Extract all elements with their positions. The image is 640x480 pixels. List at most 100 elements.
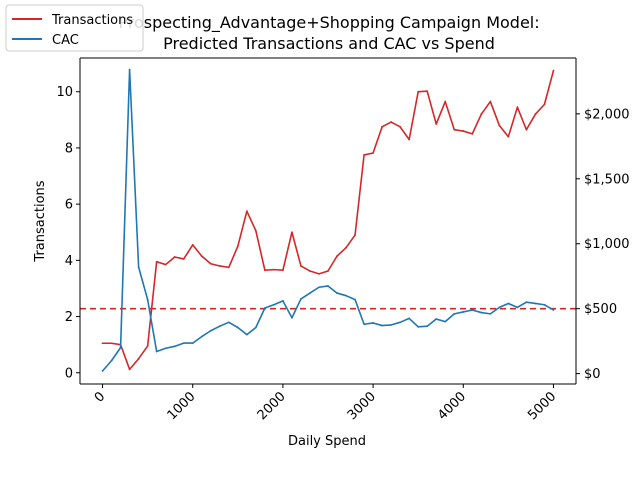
data-point-transactions — [128, 368, 131, 371]
data-point-transactions — [462, 130, 465, 132]
data-point-transactions — [191, 243, 194, 246]
data-point-cac — [534, 302, 537, 305]
data-point-transactions — [525, 128, 528, 131]
data-point-cac — [182, 342, 185, 344]
data-point-transactions — [372, 152, 374, 154]
data-point-cac — [363, 323, 365, 326]
y2-tick-label: $0 — [584, 367, 601, 382]
data-point-transactions — [300, 265, 302, 267]
data-point-cac — [191, 342, 194, 344]
data-point-cac — [164, 347, 167, 350]
data-point-cac — [209, 329, 212, 332]
data-point-transactions — [453, 128, 456, 131]
data-point-transactions — [155, 260, 158, 263]
data-point-transactions — [137, 357, 140, 360]
data-point-cac — [543, 303, 546, 306]
data-point-transactions — [291, 231, 293, 234]
data-point-cac — [372, 322, 374, 324]
data-point-transactions — [408, 138, 411, 141]
x-axis-label: Daily Spend — [288, 434, 366, 449]
data-point-transactions — [471, 132, 474, 135]
data-point-transactions — [480, 113, 483, 116]
data-point-cac — [272, 303, 275, 306]
legend-label-cac: CAC — [52, 33, 79, 48]
data-point-transactions — [444, 100, 447, 103]
data-point-cac — [318, 286, 320, 289]
data-point-cac — [399, 321, 402, 324]
data-point-transactions — [390, 121, 393, 123]
data-point-cac — [128, 68, 131, 71]
data-point-cac — [498, 306, 501, 309]
data-point-cac — [110, 359, 113, 362]
data-point-transactions — [354, 234, 356, 236]
data-point-cac — [300, 298, 302, 300]
data-point-cac — [155, 350, 158, 353]
data-point-transactions — [236, 245, 239, 248]
legend-label-transactions: Transactions — [51, 13, 133, 28]
y2-tick-label: $1,500 — [584, 172, 630, 187]
data-point-cac — [480, 311, 483, 314]
data-point-cac — [435, 318, 438, 320]
data-point-cac — [146, 298, 149, 301]
data-point-transactions — [245, 210, 248, 213]
data-point-cac — [336, 292, 338, 294]
y2-tick-label: $1,000 — [584, 237, 630, 252]
data-point-cac — [516, 306, 519, 309]
y-axis-label: Transactions — [33, 180, 48, 262]
data-point-transactions — [164, 263, 167, 266]
data-point-transactions — [182, 258, 185, 260]
data-point-transactions — [254, 229, 257, 232]
data-point-cac — [426, 325, 429, 328]
data-point-transactions — [227, 266, 230, 269]
data-point-cac — [453, 312, 456, 315]
data-point-cac — [101, 370, 104, 372]
data-point-transactions — [263, 269, 266, 272]
data-point-cac — [327, 285, 329, 287]
data-point-transactions — [272, 268, 275, 271]
data-point-cac — [345, 294, 347, 297]
data-point-cac — [263, 307, 266, 309]
data-point-transactions — [200, 255, 203, 258]
data-point-cac — [236, 326, 239, 329]
y-tick-label: 10 — [56, 85, 73, 100]
y-tick-label: 4 — [65, 254, 73, 269]
data-point-cac — [489, 312, 492, 315]
data-point-transactions — [146, 345, 149, 347]
data-point-cac — [408, 317, 411, 320]
data-point-transactions — [399, 125, 402, 128]
data-point-cac — [227, 321, 230, 324]
chart-title-line-2: Predicted Transactions and CAC vs Spend — [163, 34, 495, 53]
data-point-cac — [525, 301, 528, 304]
data-point-cac — [507, 302, 510, 305]
data-point-cac — [462, 311, 465, 313]
data-point-transactions — [507, 135, 510, 138]
data-point-transactions — [173, 256, 176, 258]
data-point-cac — [354, 298, 356, 301]
data-point-transactions — [363, 154, 365, 156]
data-point-transactions — [327, 270, 329, 272]
data-point-cac — [381, 324, 384, 327]
data-point-transactions — [552, 69, 555, 72]
data-point-cac — [254, 326, 257, 329]
data-point-transactions — [345, 246, 347, 249]
data-point-cac — [119, 346, 122, 349]
data-point-cac — [218, 325, 221, 328]
data-point-cac — [444, 320, 447, 323]
chart-title-line-1: Prospecting_Advantage+Shopping Campaign … — [118, 13, 539, 33]
data-point-transactions — [516, 106, 519, 109]
data-point-cac — [200, 335, 203, 338]
data-point-transactions — [318, 272, 320, 275]
y2-tick-label: $500 — [584, 302, 617, 317]
data-point-transactions — [534, 113, 537, 116]
data-point-cac — [173, 345, 176, 348]
data-point-transactions — [498, 124, 501, 127]
y2-tick-label: $2,000 — [584, 107, 630, 122]
data-point-transactions — [336, 255, 338, 258]
data-point-cac — [137, 266, 140, 269]
data-point-transactions — [543, 103, 546, 106]
data-point-transactions — [209, 262, 212, 265]
data-point-cac — [291, 316, 293, 319]
data-point-transactions — [110, 342, 113, 345]
y-tick-label: 2 — [65, 310, 73, 325]
